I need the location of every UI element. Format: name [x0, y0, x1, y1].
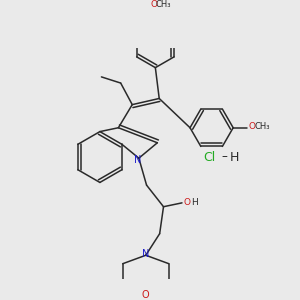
Text: N: N [134, 155, 142, 165]
Text: H: H [191, 198, 198, 207]
Text: CH₃: CH₃ [255, 122, 270, 131]
Text: O: O [142, 290, 150, 300]
Text: –: – [222, 151, 228, 164]
Text: H: H [229, 151, 239, 164]
Text: O: O [248, 122, 255, 131]
Text: N: N [142, 250, 149, 260]
Text: O: O [150, 0, 157, 9]
Text: CH₃: CH₃ [155, 0, 171, 9]
Text: O: O [183, 198, 190, 207]
Text: Cl: Cl [203, 151, 215, 164]
